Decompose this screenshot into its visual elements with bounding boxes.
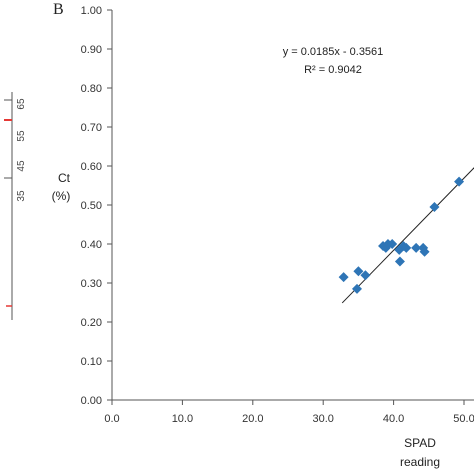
data-point [387,239,398,249]
panel-label: B [53,1,64,18]
data-point [419,246,430,257]
x-tick-label: 20.0 [242,413,263,425]
y-axis-label: Ct [58,171,71,185]
data-point [338,272,349,283]
left-partial-panel: 65 55 45 35 [4,92,27,320]
data-point [353,266,364,277]
y-tick-label: 0.60 [81,161,102,173]
x-axis-label-unit: reading [400,455,440,469]
y-tick-label: 0.20 [81,317,102,329]
data-point [360,270,371,281]
x-tick-label: 0.0 [104,413,119,425]
left-strip-tick-label: 55 [16,130,27,142]
left-strip-tick-label: 65 [16,98,27,110]
left-strip-tick-label: 45 [16,160,27,172]
y-tick-label: 0.10 [81,356,102,368]
y-tick-label: 0.90 [81,44,102,56]
x-tick-label: 50.0 [453,413,474,425]
left-strip-tick-label: 35 [16,190,27,202]
data-point [394,256,405,267]
y-tick-label: 0.70 [81,122,102,134]
y-axis-label-unit: (%) [52,189,71,203]
trendline-equation: y = 0.0185x - 0.3561 [283,46,384,58]
y-tick-label: 0.30 [81,278,102,290]
y-tick-label: 0.80 [81,83,102,95]
x-axis-label: SPAD [404,436,436,450]
data-point [401,242,412,253]
y-tick-label: 0.00 [81,395,102,407]
x-tick-label: 40.0 [383,413,404,425]
data-point [411,242,422,253]
y-tick-label: 1.00 [81,5,102,17]
data-point [454,176,465,187]
data-point [429,201,440,212]
data-point [351,283,362,294]
x-tick-label: 30.0 [312,413,333,425]
y-tick-label: 0.40 [81,239,102,251]
trendline [341,167,474,304]
x-tick-label: 10.0 [172,413,193,425]
r-squared-label: R² = 0.9042 [304,64,362,76]
y-tick-label: 0.50 [81,200,102,212]
